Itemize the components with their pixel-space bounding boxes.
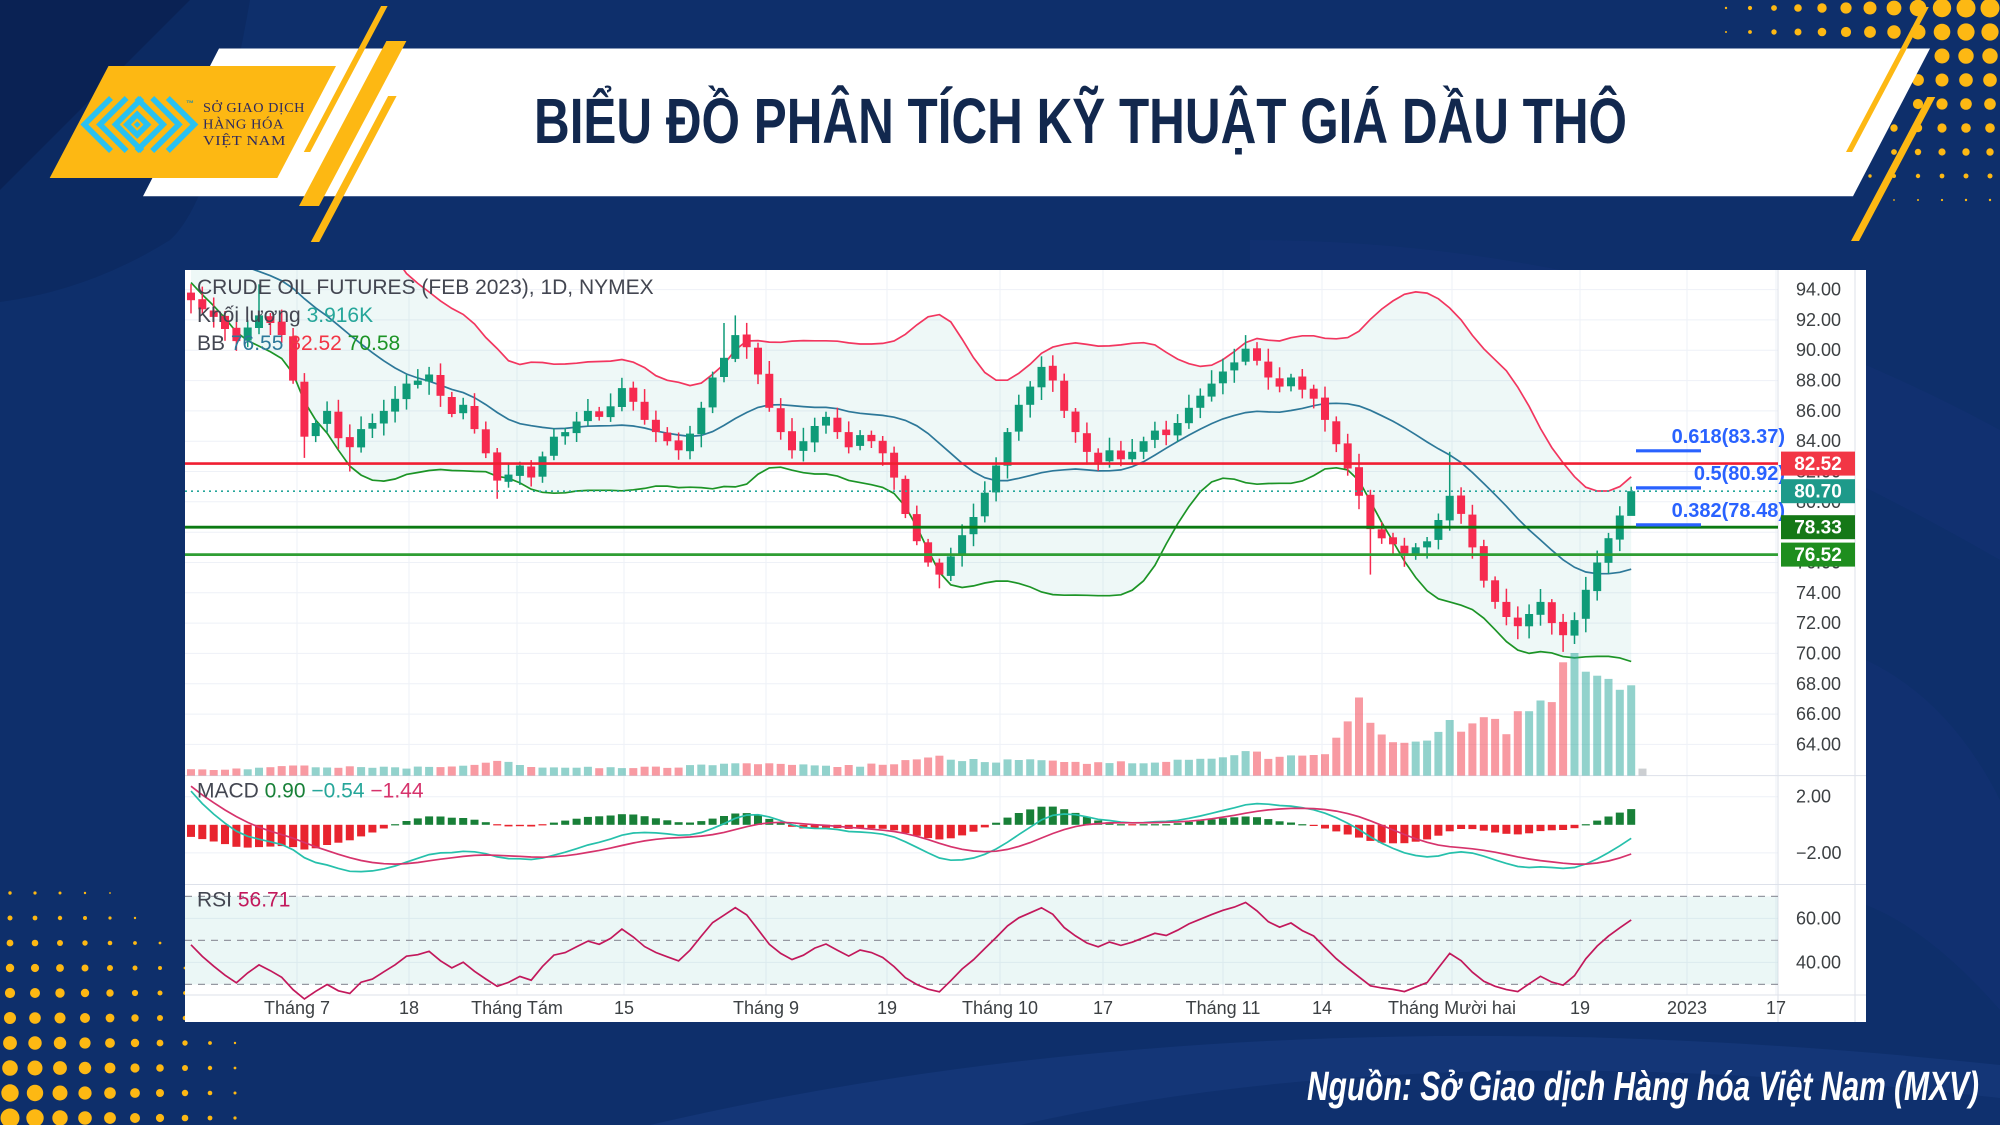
svg-text:−2.00: −2.00 [1796,843,1842,863]
svg-text:66.00: 66.00 [1796,704,1841,724]
svg-text:Tháng Tám: Tháng Tám [471,998,563,1018]
svg-text:19: 19 [877,998,897,1018]
svg-text:Khối lượng 3.916K: Khối lượng 3.916K [197,304,373,327]
svg-text:0.618(83.37): 0.618(83.37) [1672,426,1785,448]
svg-text:BB 76.55 82.52 70.58: BB 76.55 82.52 70.58 [197,332,400,355]
svg-text:90.00: 90.00 [1796,340,1841,360]
svg-text:70.00: 70.00 [1796,643,1841,663]
svg-text:60.00: 60.00 [1796,908,1841,928]
svg-text:14: 14 [1312,998,1332,1018]
svg-text:SỞ GIAO DỊCH: SỞ GIAO DỊCH [203,99,305,116]
svg-text:Nguồn: Sở Giao dịch Hàng hóa V: Nguồn: Sở Giao dịch Hàng hóa Việt Nam (M… [1307,1063,1979,1109]
svg-text:72.00: 72.00 [1796,613,1841,633]
svg-text:0.382(78.48): 0.382(78.48) [1672,500,1785,522]
svg-text:Tháng Mười hai: Tháng Mười hai [1388,998,1516,1018]
svg-text:17: 17 [1093,998,1113,1018]
svg-text:Tháng 10: Tháng 10 [962,998,1038,1018]
svg-text:84.00: 84.00 [1796,431,1841,451]
svg-text:Tháng 9: Tháng 9 [733,998,799,1018]
svg-text:92.00: 92.00 [1796,310,1841,330]
svg-text:2023: 2023 [1667,998,1707,1018]
svg-text:78.33: 78.33 [1794,518,1842,539]
svg-text:86.00: 86.00 [1796,401,1841,421]
svg-text:HÀNG HÓA: HÀNG HÓA [203,116,284,133]
svg-text:68.00: 68.00 [1796,674,1841,694]
svg-text:2.00: 2.00 [1796,787,1831,807]
svg-text:Tháng 7: Tháng 7 [264,998,330,1018]
svg-text:74.00: 74.00 [1796,583,1841,603]
svg-text:™: ™ [186,99,194,108]
svg-text:64.00: 64.00 [1796,734,1841,754]
svg-text:40.00: 40.00 [1796,952,1841,972]
svg-text:76.52: 76.52 [1794,545,1842,566]
svg-text:88.00: 88.00 [1796,371,1841,391]
svg-text:18: 18 [399,998,419,1018]
svg-text:0.5(80.92): 0.5(80.92) [1694,463,1785,485]
svg-text:Tháng 11: Tháng 11 [1186,998,1261,1018]
svg-text:CRUDE OIL FUTURES (FEB 2023),: CRUDE OIL FUTURES (FEB 2023), 1D, NYMEX [197,276,654,299]
svg-text:80.70: 80.70 [1794,482,1842,503]
svg-text:BIỂU ĐỒ PHÂN TÍCH KỸ THUẬT GIÁ: BIỂU ĐỒ PHÂN TÍCH KỸ THUẬT GIÁ DẦU THÔ [534,84,1627,157]
svg-text:94.00: 94.00 [1796,280,1841,300]
svg-text:MACD 0.90 −0.54 −1.44: MACD 0.90 −0.54 −1.44 [197,780,424,803]
svg-text:17: 17 [1766,998,1786,1018]
svg-text:15: 15 [614,998,634,1018]
svg-text:19: 19 [1570,998,1590,1018]
svg-text:RSI 56.71: RSI 56.71 [197,889,290,912]
svg-text:82.52: 82.52 [1794,454,1842,475]
svg-text:VIỆT NAM: VIỆT NAM [203,132,286,149]
